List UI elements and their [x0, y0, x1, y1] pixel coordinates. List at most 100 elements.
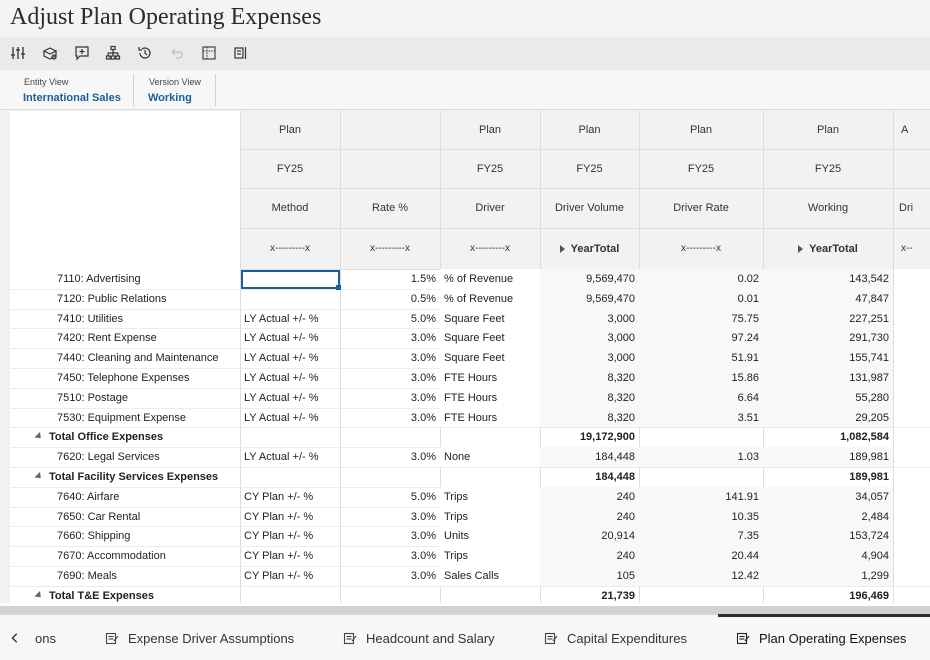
next-column-cell[interactable] — [894, 526, 930, 547]
next-column-cell[interactable] — [894, 486, 930, 507]
driver-value[interactable]: % of Revenue — [444, 273, 514, 285]
rate-cell[interactable]: 3.0% — [410, 550, 436, 563]
column-header-cell[interactable]: YearTotal — [763, 228, 893, 269]
method-cell[interactable]: LY Actual +/- % — [244, 411, 319, 424]
tab-expense-driver-assumptions[interactable]: Expense Driver Assumptions — [105, 629, 294, 647]
working-cell[interactable]: 29,205 — [855, 411, 889, 424]
driver-volume-cell[interactable]: 8,320 — [607, 372, 635, 384]
working-cell[interactable]: 1,082,584 — [840, 431, 889, 444]
method-cell[interactable]: LY Actual +/- % — [244, 451, 319, 464]
driver-value[interactable]: FTE Hours — [444, 372, 498, 384]
driver-rate-cell[interactable]: 97.24 — [731, 332, 759, 345]
driver-value[interactable]: Trips — [444, 490, 469, 503]
working-cell[interactable]: 189,981 — [849, 451, 889, 464]
driver-volume-cell[interactable]: 3,000 — [607, 312, 635, 325]
selected-cell[interactable] — [241, 270, 341, 290]
driver-volume-cell[interactable]: 184,448 — [595, 451, 635, 464]
working-cell[interactable]: 1,299 — [861, 570, 889, 582]
driver-value[interactable]: Square Feet — [444, 312, 505, 325]
adjust-icon[interactable] — [10, 45, 26, 61]
driver-cell[interactable] — [440, 566, 540, 586]
driver-value[interactable]: Sales Calls — [444, 570, 500, 582]
driver-value[interactable]: None — [444, 451, 471, 464]
next-column-cell[interactable] — [894, 328, 930, 349]
driver-cell[interactable] — [440, 407, 540, 428]
driver-cell[interactable] — [440, 269, 540, 289]
working-cell[interactable]: 47,847 — [855, 292, 889, 305]
next-column-cell[interactable] — [894, 506, 930, 527]
tab-scroll-left[interactable]: ons — [9, 629, 56, 647]
method-cell[interactable]: LY Actual +/- % — [244, 332, 319, 345]
rate-cell[interactable]: 3.0% — [410, 451, 436, 464]
column-header-cell[interactable]: YearTotal — [540, 228, 639, 269]
driver-rate-cell[interactable]: 141.91 — [725, 490, 759, 503]
working-cell[interactable]: 153,724 — [849, 530, 889, 543]
rate-cell[interactable]: 1.5% — [410, 273, 436, 285]
driver-value[interactable]: Square Feet — [444, 352, 505, 365]
working-cell[interactable]: 4,904 — [861, 550, 889, 563]
driver-volume-cell[interactable]: 20,914 — [601, 530, 635, 543]
rate-cell[interactable]: 3.0% — [410, 510, 436, 523]
method-cell[interactable]: CY Plan +/- % — [244, 510, 314, 523]
tab-headcount-and-salary[interactable]: Headcount and Salary — [343, 629, 495, 647]
driver-rate-cell[interactable]: 0.02 — [737, 273, 759, 285]
driver-volume-cell[interactable]: 21,739 — [601, 589, 635, 602]
working-cell[interactable]: 55,280 — [855, 391, 889, 404]
method-cell[interactable]: CY Plan +/- % — [244, 530, 314, 543]
method-cell[interactable]: CY Plan +/- % — [244, 550, 314, 563]
driver-value[interactable]: FTE Hours — [444, 411, 498, 424]
undo-icon[interactable] — [169, 45, 185, 61]
driver-rate-cell[interactable]: 10.35 — [731, 510, 759, 523]
rate-cell[interactable]: 0.5% — [410, 292, 436, 305]
fill-handle[interactable] — [336, 285, 341, 290]
driver-rate-cell[interactable]: 3.51 — [737, 411, 759, 424]
column-header-cell[interactable]: x---------x — [639, 228, 763, 269]
driver-volume-cell[interactable]: 3,000 — [607, 352, 635, 365]
rate-cell[interactable]: 3.0% — [410, 530, 436, 543]
driver-volume-cell[interactable]: 9,569,470 — [586, 273, 635, 285]
driver-value[interactable]: Trips — [444, 510, 469, 523]
data-icon[interactable] — [42, 45, 58, 61]
driver-volume-cell[interactable]: 240 — [616, 550, 635, 563]
driver-value[interactable]: Units — [444, 530, 470, 543]
collapse-icon[interactable] — [34, 471, 44, 482]
history-icon[interactable] — [137, 45, 153, 61]
driver-rate-cell[interactable]: 0.01 — [737, 292, 759, 305]
driver-rate-cell[interactable]: 12.42 — [731, 570, 759, 582]
method-cell[interactable]: CY Plan +/- % — [244, 570, 314, 582]
rate-cell[interactable]: 5.0% — [410, 490, 436, 503]
driver-value[interactable]: Square Feet — [444, 332, 505, 345]
column-header-cell[interactable]: x---------x — [440, 228, 540, 269]
method-cell[interactable]: LY Actual +/- % — [244, 352, 319, 365]
next-column-cell[interactable] — [894, 407, 930, 428]
rate-cell[interactable]: 3.0% — [410, 570, 436, 582]
expand-right-icon[interactable] — [798, 244, 804, 253]
hierarchy-icon[interactable] — [105, 45, 121, 61]
driver-volume-cell[interactable]: 105 — [616, 570, 635, 582]
driver-value[interactable]: Trips — [444, 550, 469, 563]
pov-version-value[interactable]: Working — [148, 92, 192, 104]
working-cell[interactable]: 2,484 — [861, 510, 889, 523]
driver-cell[interactable] — [440, 486, 540, 507]
driver-cell[interactable] — [440, 348, 540, 368]
driver-volume-cell[interactable]: 19,172,900 — [579, 431, 635, 444]
collapse-icon[interactable] — [34, 590, 44, 600]
driver-cell[interactable] — [440, 288, 540, 309]
driver-volume-cell[interactable]: 9,569,470 — [586, 292, 635, 305]
driver-volume-cell[interactable]: 8,320 — [607, 391, 635, 404]
next-column-cell[interactable] — [894, 546, 930, 566]
driver-volume-cell[interactable]: 3,000 — [607, 332, 635, 345]
driver-volume-cell[interactable]: 184,448 — [595, 471, 635, 483]
driver-value[interactable]: % of Revenue — [444, 292, 514, 305]
tab-capital-expenditures[interactable]: Capital Expenditures — [544, 629, 687, 647]
driver-rate-cell[interactable]: 6.64 — [737, 391, 759, 404]
driver-rate-cell[interactable]: 75.75 — [731, 312, 759, 325]
rate-cell[interactable]: 3.0% — [410, 332, 436, 345]
driver-volume-cell[interactable]: 240 — [616, 490, 635, 503]
rate-cell[interactable]: 5.0% — [410, 312, 436, 325]
collapse-icon[interactable] — [34, 432, 44, 442]
driver-rate-cell[interactable]: 20.44 — [731, 550, 759, 563]
method-cell[interactable]: LY Actual +/- % — [244, 391, 319, 404]
method-cell[interactable]: LY Actual +/- % — [244, 312, 319, 325]
tab-plan-operating-expenses[interactable]: Plan Operating Expenses — [736, 629, 906, 647]
